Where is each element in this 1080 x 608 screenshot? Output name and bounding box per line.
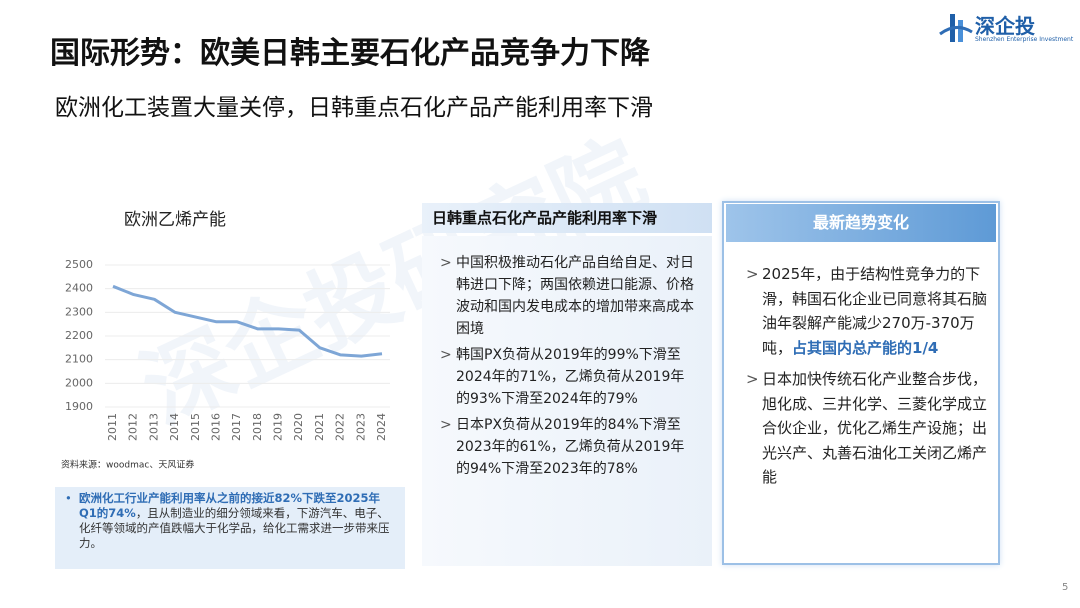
y-tick-label: 2100: [65, 353, 93, 366]
x-tick-label: 2021: [313, 413, 326, 441]
bullet: 韩国PX负荷从2019年的99%下滑至2024年的71%，乙烯负荷从2019年的…: [440, 344, 698, 410]
x-tick-label: 2019: [272, 413, 285, 441]
x-tick-label: 2012: [127, 413, 140, 441]
bullet: 日本加快传统石化产业整合步伐，旭化成、三井化学、三菱化学成立合伙企业，优化乙烯生…: [746, 367, 987, 490]
bullet: 中国积极推动石化产品自给自足、对日韩进口下降；两国依赖进口能源、价格波动和国内发…: [440, 252, 698, 340]
x-tick-label: 2014: [168, 413, 181, 441]
x-tick-label: 2015: [189, 413, 202, 441]
logo-icon: [939, 14, 973, 42]
chart: 欧洲乙烯产能 1900 2000 2100 2200 2300 2400 2500 2011 2…: [61, 210, 390, 471]
slide-title: 国际形势：欧美日韩主要石化产品竞争力下降: [50, 36, 650, 71]
bullet-bold: 占其国内总产能的1/4: [792, 338, 939, 357]
bullet: 2025年，由于结构性竞争力的下滑，韩国石化企业已同意将其石脑油年裂解产能减少2…: [746, 262, 988, 360]
y-tick-label: 2300: [65, 305, 93, 318]
x-tick-label: 2023: [354, 413, 367, 441]
source: 资料来源：woodmac、天风证券: [61, 459, 194, 471]
x-tick-label: 2013: [147, 413, 160, 441]
logo-name: 深企投: [975, 14, 1035, 38]
note-bold: 欧洲化工行业产能利用率从之前的接近82%下跌至2025年Q1的74%: [79, 491, 381, 520]
panel-title: 最新趋势变化: [726, 204, 996, 242]
x-tick-label: 2018: [251, 413, 264, 441]
y-tick-label: 2000: [65, 376, 93, 389]
x-tick-label: 2022: [334, 413, 347, 441]
logo-tagline: Shenzhen Enterprise Investment: [975, 36, 1074, 43]
x-tick-label: 2017: [230, 413, 243, 441]
y-tick-label: 2500: [65, 258, 93, 271]
x-tick-label: 2011: [106, 413, 119, 441]
y-tick-label: 1900: [65, 400, 93, 413]
page-number: 5: [1062, 582, 1069, 593]
panel-title: 日韩重点石化产品产能利用率下滑: [422, 203, 712, 233]
y-tick-label: 2200: [65, 329, 93, 342]
slide-subtitle: 欧洲化工装置大量关停，日韩重点石化产品产能利用率下滑: [55, 95, 653, 121]
panel-body: 中国积极推动石化产品自给自足、对日韩进口下降；两国依赖进口能源、价格波动和国内发…: [422, 236, 712, 566]
x-tick-label: 2016: [209, 413, 222, 441]
chart-title: 欧洲乙烯产能: [124, 210, 226, 230]
x-tick-label: 2020: [292, 413, 305, 441]
panel-body: 2025年，由于结构性竞争力的下滑，韩国石化企业已同意将其石脑油年裂解产能减少2…: [746, 262, 988, 497]
bullet: 日本PX负荷从2019年的84%下滑至2023年的61%，乙烯负荷从2019年的…: [440, 414, 698, 480]
note: 欧洲化工行业产能利用率从之前的接近82%下跌至2025年Q1的74%，且从制造业…: [55, 487, 405, 569]
note-text: ，且从制造业的细分领域来看，下游汽车、电子、化纤等领域的产值跌幅大于化学品，给化…: [79, 506, 390, 550]
line: [112, 284, 383, 358]
bullet-text: 2025年，由于结构性竞争力的下滑，韩国石化企业已同意将其石脑油年裂解产能减少2…: [762, 265, 988, 357]
x-tick-label: 2024: [375, 413, 388, 441]
y-tick-label: 2400: [65, 282, 93, 295]
